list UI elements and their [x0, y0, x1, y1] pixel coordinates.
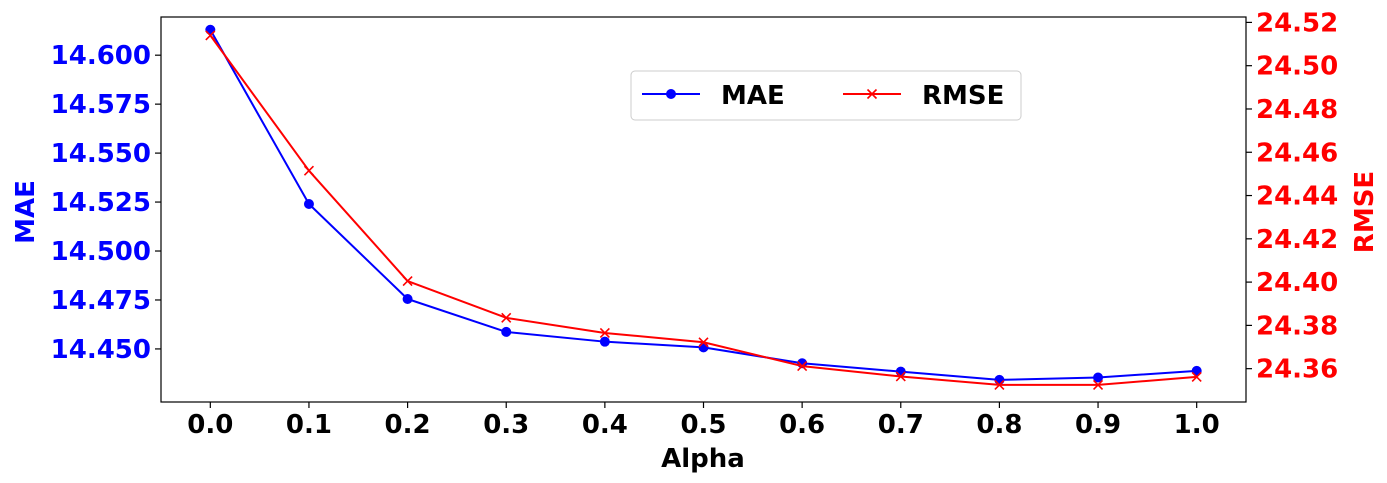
legend-rmse-label: RMSE	[922, 81, 1004, 111]
y-right-tick-label: 24.40	[1256, 268, 1338, 298]
rmse-data-point	[205, 30, 216, 41]
y-right-tick-label: 24.48	[1256, 95, 1338, 125]
mae-data-point	[205, 24, 216, 35]
y-right-tick-label: 24.38	[1256, 311, 1338, 341]
x-tick-label: 0.0	[187, 410, 233, 440]
x-tick-label: 0.3	[483, 410, 529, 440]
y-right-tick-label: 24.44	[1256, 182, 1338, 212]
y-right-tick-label: 24.46	[1256, 138, 1338, 168]
left-axis-ticks: 14.450 14.475 14.500 14.525 14.550 14.575 14.6…	[51, 41, 161, 365]
y-left-tick-label: 14.500	[51, 237, 151, 267]
mae-data-point	[599, 336, 610, 347]
y-left-tick-label: 14.600	[51, 41, 151, 71]
y-left-axis-label: MAE	[11, 180, 41, 244]
x-tick-label: 0.5	[680, 410, 726, 440]
rmse-data-point	[895, 371, 906, 382]
y-right-tick-label: 24.36	[1256, 355, 1338, 385]
rmse-data-point	[1092, 379, 1104, 390]
y-left-tick-label: 14.475	[51, 286, 151, 316]
x-tick-label: 0.8	[976, 410, 1022, 440]
mae-data-point	[1093, 372, 1104, 383]
y-right-tick-label: 24.42	[1256, 225, 1338, 255]
x-axis-label: Alpha	[661, 444, 745, 474]
rmse-data-point	[501, 312, 512, 323]
mae-data-point	[501, 326, 512, 337]
y-right-tick-label: 24.52	[1256, 8, 1338, 38]
legend-rmse-marker	[866, 88, 878, 100]
plot-frame	[160, 16, 1247, 403]
x-tick-label: 0.9	[1075, 410, 1121, 440]
rmse-data-point	[797, 361, 808, 372]
x-tick-label: 0.7	[878, 410, 924, 440]
y-right-tick-label: 24.50	[1256, 52, 1338, 82]
right-axis-ticks: 24.36 24.38 24.40 24.42 24.44 24.46 24.48 24.50…	[1246, 8, 1338, 385]
x-axis-ticks: 0.0 0.1 0.2 0.3 0.4 0.5 0.6 0.7 0.8 0.9 1.0	[187, 402, 1220, 440]
rmse-data-point	[1191, 371, 1202, 382]
mae-data-point	[994, 374, 1005, 385]
y-right-axis-label: RMSE	[1350, 171, 1380, 253]
legend-box	[630, 70, 1022, 121]
rmse-data-point	[698, 337, 709, 348]
series-group	[205, 24, 1202, 390]
y-left-tick-label: 14.525	[51, 188, 151, 218]
rmse-data-point	[994, 379, 1005, 390]
x-tick-label: 0.4	[582, 410, 628, 440]
y-left-tick-label: 14.550	[51, 139, 151, 169]
legend: MAE RMSE	[630, 70, 1022, 121]
x-tick-label: 0.1	[286, 410, 332, 440]
rmse-data-point	[599, 327, 610, 339]
x-tick-label: 0.6	[779, 410, 825, 440]
legend-mae-marker	[666, 89, 676, 99]
x-tick-label: 0.2	[385, 410, 431, 440]
y-left-tick-label: 14.575	[51, 90, 151, 120]
y-left-tick-label: 14.450	[51, 335, 151, 365]
x-tick-label: 1.0	[1174, 410, 1220, 440]
rmse-data-point	[402, 275, 413, 287]
mae-data-point	[402, 293, 413, 304]
mae-data-point	[303, 199, 314, 210]
legend-mae-label: MAE	[721, 81, 785, 111]
rmse-data-point	[303, 165, 315, 176]
